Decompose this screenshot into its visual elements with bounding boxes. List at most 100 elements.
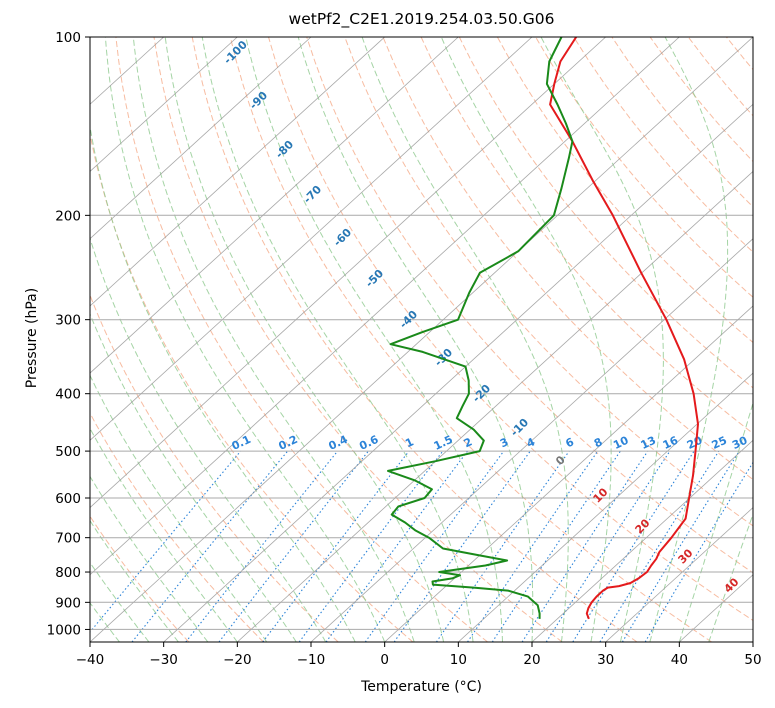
x-tick-label: 50 [744,652,761,668]
plot-frame [89,36,754,643]
mixing-ratio-line [467,450,599,642]
isotherm-line [90,37,459,374]
isotherm-line [90,37,680,576]
moist-adiabat-line [708,513,753,642]
dry-adiabat-line [765,37,775,642]
dry-adiabat-line [115,37,488,642]
isotherm-line [90,37,753,642]
mixing-ratio-label: 0.6 [357,433,380,453]
mixing-ratio-label: 0.1 [230,433,253,453]
moist-adiabat-line [90,519,179,642]
dry-adiabat-line [90,412,264,642]
dry-adiabat-line [90,293,339,642]
mixing-ratio-label: 3 [498,435,510,450]
mixing-ratio-line [185,450,339,642]
mixing-ratio-label: 1.5 [432,433,455,453]
mixing-ratio-label: 30 [730,434,750,452]
mixing-ratio-line [298,450,444,642]
mixing-ratio-line [325,450,468,642]
y-tick-label: 600 [55,491,81,507]
temperature-profile-line [549,37,699,620]
isotherm-line [90,37,91,38]
moist-adiabat-line [90,124,356,642]
isotherm-line [458,372,753,642]
y-tick-label: 300 [55,313,81,329]
mixing-ratio-line [131,450,289,642]
dry-adiabat-line [268,37,753,622]
y-axis-ticks: 100 200 300 400 500 600 700 800 900 1000 [47,30,90,638]
dry-adiabat-line [726,37,753,71]
dry-adiabat-line [90,515,190,642]
mixing-ratio-line [262,450,410,642]
dry-adiabat-label: 40 [722,575,742,595]
y-tick-label: 400 [55,387,81,403]
mixing-ratio-line [521,450,649,642]
y-tick-label: 100 [55,30,81,46]
pressure-gridlines [90,37,753,630]
dry-adiabat-line [344,37,753,527]
mixing-ratio-line [599,450,720,642]
moist-adiabat-line [540,37,664,642]
mixing-ratio-label: 10 [611,434,631,452]
moist-adiabat-label: -80 [273,138,296,161]
isotherm-line [310,238,753,642]
y-tick-label: 700 [55,531,81,547]
x-tick-label: 10 [450,652,467,668]
moist-adiabat-line [90,312,297,642]
line-labels: -100-90-80-70-60-50-40-30-20-10010203040… [221,38,753,596]
mixing-ratio-label: 6 [564,435,577,450]
moist-adiabat-line [440,37,612,642]
mixing-ratio-label: 2 [462,435,474,450]
profiles [387,37,699,620]
plot-area: -100-90-80-70-60-50-40-30-20-10010203040… [0,37,775,642]
dry-adiabat-line [611,37,753,208]
x-tick-label: 0 [380,652,389,668]
mixing-ratio-line [218,450,369,642]
moist-adiabat-line [164,37,445,642]
x-axis-ticks: −40 −30 −20 −10 0 10 20 30 40 50 [76,642,762,668]
isotherm-line [90,37,533,441]
dry-adiabat-line [535,37,753,298]
dry-adiabat-line [229,37,712,642]
isotherm-line [163,103,753,642]
moist-adiabat-line [90,601,120,642]
moist-adiabat-line [297,37,534,642]
x-axis-label: Temperature (°C) [361,679,482,695]
isotherm-line [384,305,753,642]
mixing-ratio-line [435,450,570,642]
moist-adiabat-line [361,37,569,642]
x-tick-label: 40 [671,652,688,668]
x-tick-label: −30 [149,652,178,668]
mixing-ratio-line [644,461,753,642]
moist-adiabat-label: -40 [397,308,420,331]
chart-title: wetPf2_C2E1.2019.254.03.50.G06 [288,10,555,28]
x-tick-label: 20 [523,652,540,668]
mixing-ratio-line [572,450,695,642]
x-tick-label: −10 [297,652,326,668]
dry-adiabat-line [649,37,753,163]
isotherm-line [90,37,238,172]
moist-adiabat-line [90,641,91,642]
mixing-ratio-label: 1 [403,435,415,450]
mixing-ratio-line [90,450,242,633]
x-tick-label: 30 [597,652,614,668]
isotherm-line [0,37,16,642]
dry-adiabat-line [458,37,753,389]
mixing-ratio-label: 20 [685,434,705,452]
y-tick-label: 1000 [47,622,81,638]
moist-adiabat-line [245,37,503,642]
y-tick-label: 800 [55,565,81,581]
isotherm-line [605,507,753,642]
isotherm-line [752,641,753,642]
y-tick-label: 900 [55,595,81,611]
moist-adiabat-label: -20 [470,382,493,405]
moist-adiabat-label: 0 [553,453,568,468]
isotherm-line [90,37,385,307]
dewpoint-profile-line [387,37,574,619]
moist-adiabat-line [678,401,753,642]
mixing-ratio-lines [90,450,753,642]
moist-adiabat-line [90,475,209,642]
moist-adiabat-label: -50 [363,267,386,290]
mixing-ratio-label: 25 [710,434,729,452]
